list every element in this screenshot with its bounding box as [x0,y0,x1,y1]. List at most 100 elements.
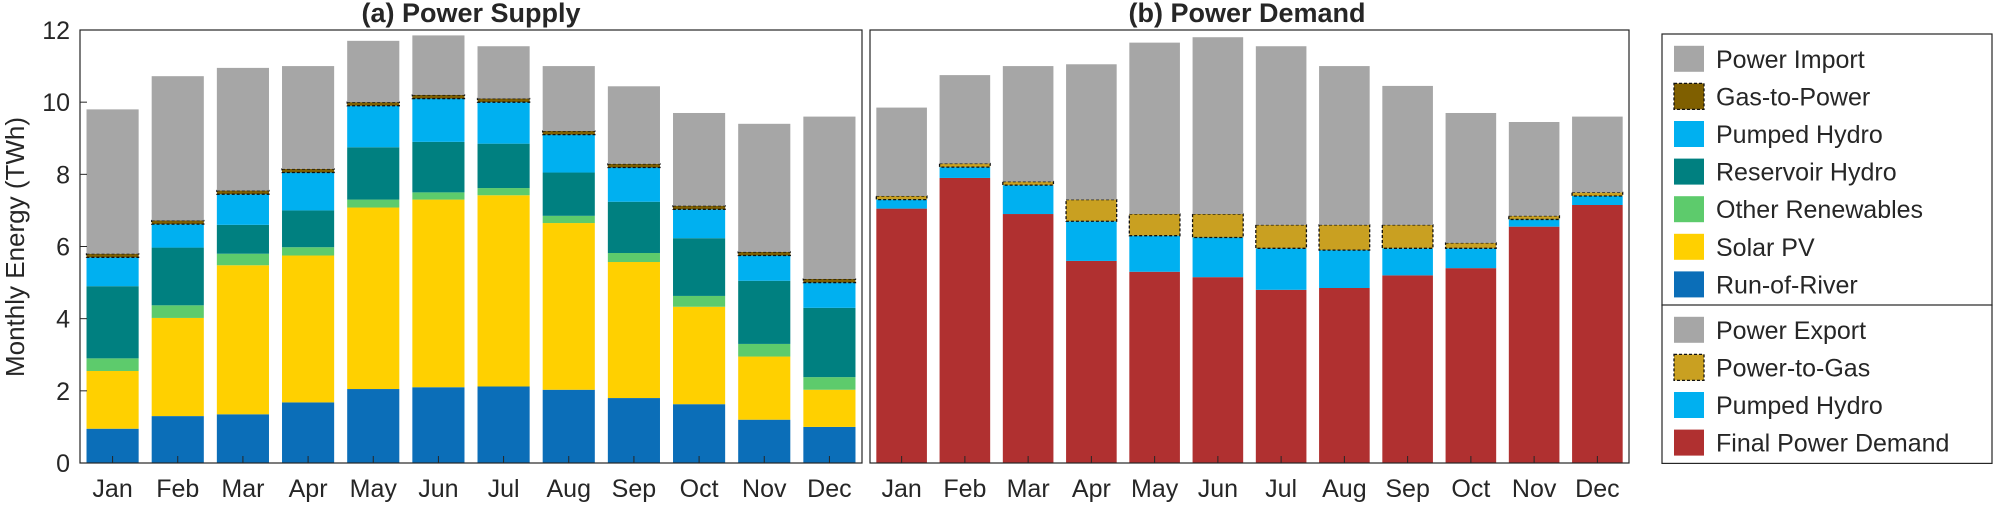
x-tick-label: Sep [612,475,656,503]
x-tick-label: Dec [1575,475,1619,503]
bar-gas-to-power-sep [607,163,661,169]
bar-power-export-dec [1572,116,1623,193]
bar-run-of-river-feb [151,416,204,463]
bar-run-of-river-mar [216,414,269,463]
bar-power-to-gas-feb [938,162,991,168]
bar-pumped-hydro-aug [1319,250,1370,288]
panel-b-plot: Jan Feb Mar Apr May Jun Jul Aug Sep Oct Nov Dec [869,29,1630,503]
bar-other-renewables-oct [673,295,726,307]
bar-reservoir-hydro-apr [282,210,335,248]
bar-pumped-hydro-oct [1445,248,1497,269]
bar-power-to-gas-apr [1065,198,1118,222]
legend-label-gas-to-power: Gas-to-Power [1716,83,1870,111]
bar-power-to-gas-sep [1381,224,1434,249]
bar-pumped-hydro-apr [282,172,335,211]
bar-other-renewables-aug [542,215,595,224]
bar-reservoir-hydro-dec [803,307,856,378]
bar-run-of-river-may [347,389,400,463]
bar-pumped-hydro-dec [803,282,856,308]
bar-reservoir-hydro-aug [542,172,595,216]
bar-solar-pv-jan [86,370,139,429]
bar-pumped-hydro-sep [1382,248,1433,276]
panel-a-title: (a) Power Supply [361,0,580,28]
bar-pumped-hydro-aug [542,134,595,173]
x-tick-label: Jan [92,475,132,503]
bar-other-renewables-may [347,199,400,208]
y-tick-label: 6 [56,234,70,262]
x-tick-label: Nov [742,475,787,503]
bar-pumped-hydro-nov [738,255,791,281]
bar-run-of-river-aug [542,389,595,463]
bar-reservoir-hydro-may [347,147,400,200]
bar-gas-to-power-feb [151,219,205,225]
x-tick-label: Apr [1072,475,1111,503]
bar-reservoir-hydro-mar [216,224,269,254]
bar-power-import-dec [803,116,856,279]
bar-power-export-jul [1255,46,1307,225]
bar-solar-pv-dec [803,389,856,427]
bar-power-export-aug [1319,66,1370,225]
legend-swatch-reservoir-hydro [1674,158,1704,185]
bar-pumped-hydro-apr [1066,221,1117,261]
bar-power-import-mar [216,67,269,191]
bar-pumped-hydro-dec [1572,195,1623,206]
bar-power-to-gas-oct [1444,242,1497,249]
legend-swatch-final-power-demand [1674,429,1704,456]
legend-label-power-import: Power Import [1716,46,1865,74]
bar-power-export-nov [1508,122,1560,216]
bar-gas-to-power-oct [672,205,726,210]
x-tick-label: Jun [1198,475,1238,503]
x-tick-label: Dec [807,475,851,503]
bar-pumped-hydro-jun [412,98,465,142]
y-tick-label: 10 [42,89,70,117]
bar-run-of-river-jul [477,386,530,463]
y-axis-label: Monthly Energy (TWh) [0,117,30,377]
y-tick-label: 8 [56,161,70,189]
legend-swatch-pumped-hydro [1674,392,1704,418]
bar-solar-pv-feb [151,317,204,417]
x-tick-label: Jul [488,475,520,503]
bar-solar-pv-may [347,207,400,390]
x-tick-label: Feb [156,475,199,503]
bar-reservoir-hydro-oct [673,238,726,296]
legend-swatch-run-of-river [1674,271,1704,298]
bar-gas-to-power-apr [281,168,335,174]
bar-run-of-river-nov [738,419,791,463]
x-tick-label: Mar [1007,475,1050,503]
bar-power-export-oct [1445,112,1497,243]
x-tick-label: Aug [547,475,591,503]
bar-power-import-jun [412,35,465,95]
bar-solar-pv-sep [607,262,660,399]
bar-power-export-mar [1002,66,1054,182]
bar-pumped-hydro-jan [86,257,139,287]
axes-box-a [79,29,863,464]
bar-other-renewables-dec [803,377,856,390]
x-tick-label: Jan [881,475,921,503]
x-tick-label: Nov [1512,475,1557,503]
legend-swatch-other-renewables [1674,196,1704,223]
bar-power-import-nov [738,123,791,252]
bar-solar-pv-oct [673,306,726,405]
legend-swatch-pumped-hydro [1674,121,1704,147]
bar-power-export-may [1129,42,1180,215]
bar-final-power-demand-nov [1508,226,1560,463]
bar-solar-pv-jun [412,199,465,388]
bar-other-renewables-mar [216,253,269,266]
bar-other-renewables-apr [282,247,335,256]
bar-gas-to-power-mar [216,189,270,195]
bar-pumped-hydro-jun [1192,237,1244,278]
bar-power-import-aug [542,66,595,132]
bar-run-of-river-apr [282,402,335,463]
bar-power-export-jan [876,107,927,196]
bar-final-power-demand-sep [1382,275,1433,463]
bar-pumped-hydro-feb [151,224,204,248]
bar-power-export-apr [1066,64,1117,200]
bar-solar-pv-nov [738,356,791,420]
bar-final-power-demand-oct [1445,268,1497,463]
bar-gas-to-power-jan [85,253,140,258]
legend-label-solar-pv: Solar PV [1716,234,1815,262]
bar-power-import-jul [477,46,530,99]
bar-pumped-hydro-sep [607,167,660,202]
bar-gas-to-power-may [346,101,400,107]
bar-reservoir-hydro-sep [607,201,660,253]
